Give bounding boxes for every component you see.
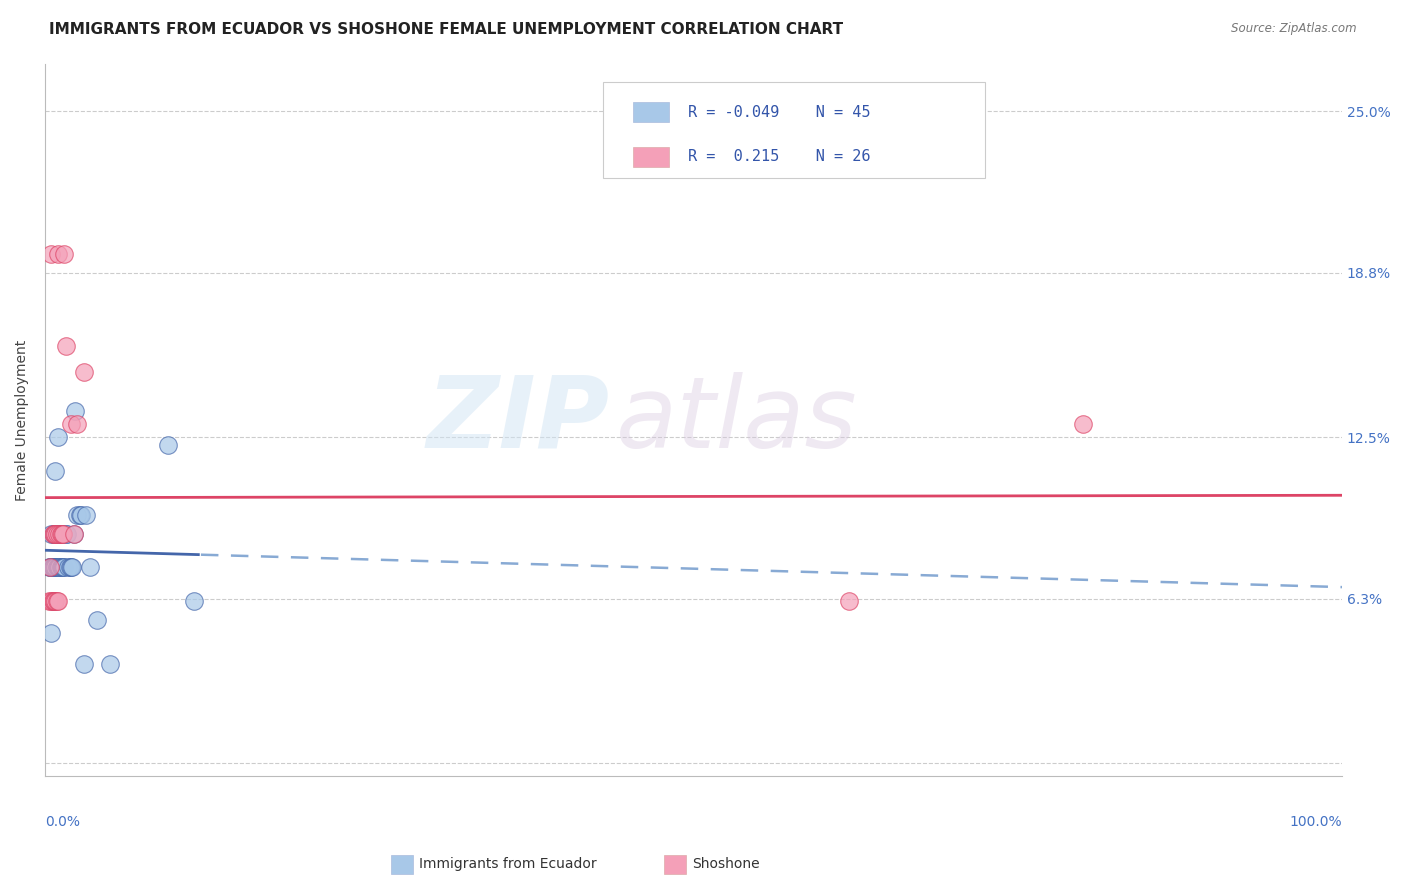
Point (838, 594, 860, 608)
Point (41, 247, 63, 261)
Point (51, 560, 73, 574)
Point (46, 594, 69, 608)
Text: Immigrants from Ecuador: Immigrants from Ecuador (419, 857, 596, 871)
Point (86, 613, 108, 627)
Point (42, 560, 65, 574)
Point (53, 247, 76, 261)
Point (44, 594, 66, 608)
Point (46, 560, 69, 574)
Point (56, 526, 79, 541)
Point (55, 526, 77, 541)
Point (59, 560, 82, 574)
Point (52, 526, 75, 541)
Point (44, 464, 66, 478)
Text: Source: ZipAtlas.com: Source: ZipAtlas.com (1232, 22, 1357, 36)
Bar (633, 103, 669, 122)
Point (157, 438, 180, 452)
Point (1071, 417, 1094, 431)
Point (42, 526, 65, 541)
Point (62, 526, 84, 541)
Point (49, 560, 72, 574)
Point (44, 526, 66, 541)
Point (45, 594, 67, 608)
Point (45, 526, 67, 541)
Point (41, 560, 63, 574)
Point (46, 430, 69, 444)
Point (44, 560, 66, 574)
Point (55, 339, 77, 353)
Point (48, 560, 70, 574)
Text: IMMIGRANTS FROM ECUADOR VS SHOSHONE FEMALE UNEMPLOYMENT CORRELATION CHART: IMMIGRANTS FROM ECUADOR VS SHOSHONE FEMA… (49, 22, 844, 37)
Point (48, 526, 70, 541)
Text: atlas: atlas (616, 372, 858, 468)
Point (42, 560, 65, 574)
Point (42, 594, 65, 608)
Point (42, 526, 65, 541)
Point (183, 594, 205, 608)
Point (58, 560, 80, 574)
Point (53, 560, 76, 574)
Point (69, 508, 91, 523)
Point (73, 365, 96, 379)
Point (45, 560, 67, 574)
Point (42, 560, 65, 574)
Point (46, 526, 69, 541)
Bar (633, 146, 669, 167)
Point (48, 526, 70, 541)
Point (41, 625, 63, 640)
Point (51, 526, 73, 541)
Point (79, 560, 101, 574)
Point (49, 526, 72, 541)
Point (41, 594, 63, 608)
Point (46, 247, 69, 261)
Point (45, 526, 67, 541)
Point (62, 526, 84, 541)
Point (59, 560, 82, 574)
Point (42, 526, 65, 541)
Point (59, 417, 82, 431)
Text: Shoshone: Shoshone (692, 857, 759, 871)
Point (51, 526, 73, 541)
Point (42, 594, 65, 608)
Text: 100.0%: 100.0% (1289, 815, 1341, 830)
Point (98, 657, 121, 671)
Point (60, 560, 83, 574)
Point (38, 560, 60, 574)
Point (49, 526, 72, 541)
Point (70, 508, 93, 523)
Point (63, 404, 86, 418)
Point (42, 594, 65, 608)
Y-axis label: Female Unemployment: Female Unemployment (15, 340, 30, 500)
Text: 0.0%: 0.0% (45, 815, 80, 830)
Point (52, 560, 75, 574)
Text: R =  0.215    N = 26: R = 0.215 N = 26 (689, 149, 870, 164)
Point (39, 560, 62, 574)
Point (39, 560, 62, 574)
Point (41, 526, 63, 541)
Point (73, 657, 96, 671)
Point (42, 526, 65, 541)
Point (66, 417, 89, 431)
Point (44, 526, 66, 541)
FancyBboxPatch shape (603, 82, 986, 178)
Point (76, 508, 98, 523)
Point (66, 508, 89, 523)
Text: ZIP: ZIP (426, 372, 609, 468)
Point (38, 594, 60, 608)
Text: R = -0.049    N = 45: R = -0.049 N = 45 (689, 104, 870, 120)
